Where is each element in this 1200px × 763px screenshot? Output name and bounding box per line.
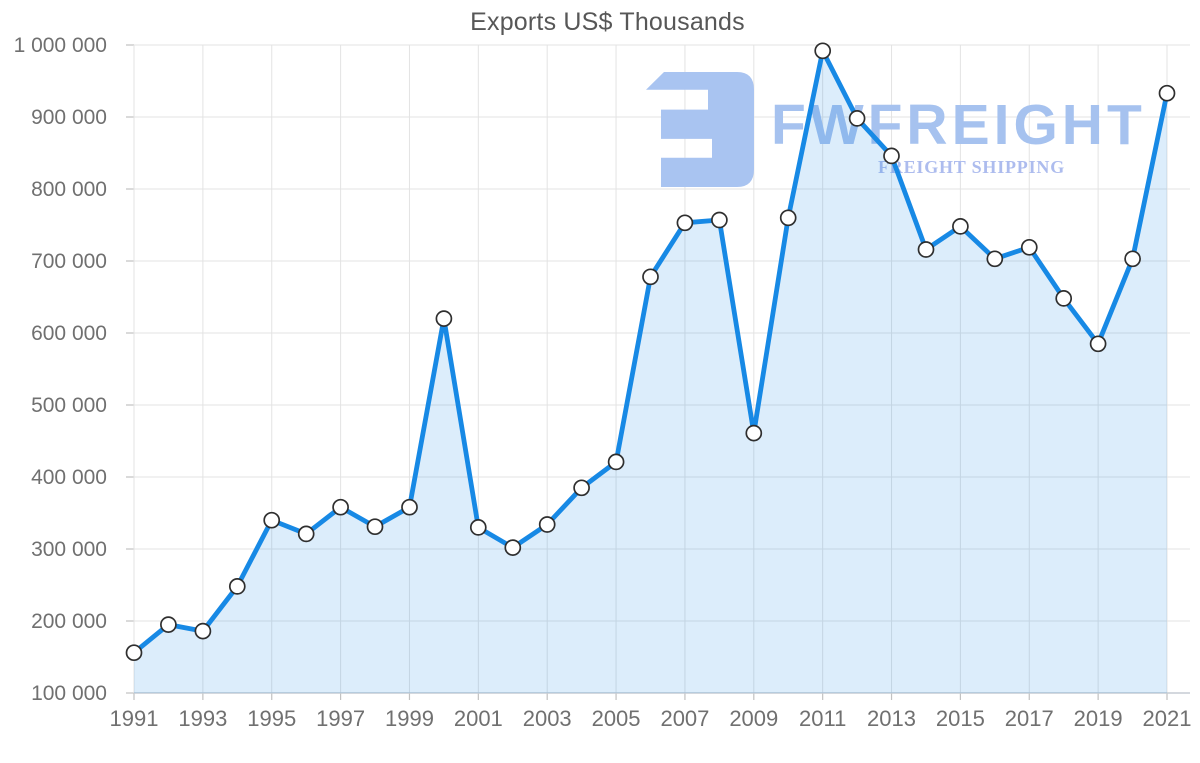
y-axis-label: 200 000 — [31, 610, 107, 633]
y-axis-label: 800 000 — [31, 178, 107, 201]
x-axis-label: 2017 — [1005, 706, 1054, 731]
x-axis-label: 2021 — [1143, 706, 1192, 731]
y-axis-label: 1 000 000 — [14, 34, 107, 57]
x-axis-label: 2013 — [867, 706, 916, 731]
x-axis-label: 2019 — [1074, 706, 1123, 731]
x-axis-label: 2001 — [454, 706, 503, 731]
x-axis-label: 1997 — [316, 706, 365, 731]
x-axis-label: 2015 — [936, 706, 985, 731]
x-axis-label: 2009 — [729, 706, 778, 731]
y-axis-label: 500 000 — [31, 394, 107, 417]
y-axis-label: 700 000 — [31, 250, 107, 273]
y-axis-label: 900 000 — [31, 106, 107, 129]
y-axis-label: 600 000 — [31, 322, 107, 345]
chart-title: Exports US$ Thousands — [470, 8, 745, 36]
x-axis-label: 2011 — [799, 706, 846, 731]
y-axis-label: 100 000 — [31, 682, 107, 705]
x-axis-label: 2003 — [523, 706, 572, 731]
x-axis-label: 2007 — [660, 706, 709, 731]
y-axis-label: 300 000 — [31, 538, 107, 561]
x-axis-label: 1999 — [385, 706, 434, 731]
y-axis-label: 400 000 — [31, 466, 107, 489]
x-axis-label: 1991 — [110, 706, 159, 731]
x-axis-label: 1995 — [247, 706, 296, 731]
x-axis-label: 1993 — [178, 706, 227, 731]
x-axis-label: 2005 — [592, 706, 641, 731]
